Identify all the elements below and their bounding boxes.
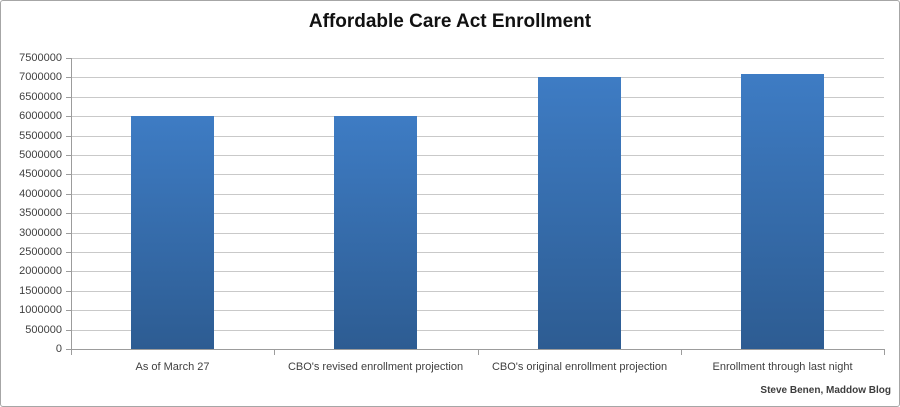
y-axis-label: 7000000 xyxy=(19,71,62,83)
x-axis-label: As of March 27 xyxy=(135,361,210,373)
bar xyxy=(741,74,824,349)
x-axis-label: CBO's revised enrollment projection xyxy=(287,361,464,373)
y-axis-tick xyxy=(66,155,71,156)
y-axis-tick xyxy=(66,77,71,78)
x-axis-tick xyxy=(884,350,885,355)
bar xyxy=(131,116,214,349)
y-axis-label: 1500000 xyxy=(19,285,62,297)
gridline xyxy=(72,174,884,175)
y-axis-tick xyxy=(66,291,71,292)
y-axis-label: 500000 xyxy=(25,324,62,336)
y-axis-label: 2000000 xyxy=(19,265,62,277)
bar xyxy=(538,77,621,349)
gridline xyxy=(72,194,884,195)
y-axis-tick xyxy=(66,136,71,137)
bar xyxy=(334,116,417,349)
y-axis-label: 6000000 xyxy=(19,110,62,122)
gridline xyxy=(72,116,884,117)
x-axis-label: CBO's original enrollment projection xyxy=(491,361,668,373)
gridline xyxy=(72,58,884,59)
gridline xyxy=(72,136,884,137)
y-axis-label: 2500000 xyxy=(19,246,62,258)
y-axis-label: 4000000 xyxy=(19,188,62,200)
y-axis-tick xyxy=(66,213,71,214)
y-axis-tick xyxy=(66,233,71,234)
y-axis-tick xyxy=(66,252,71,253)
x-axis-tick xyxy=(71,350,72,355)
x-axis-label: Enrollment through last night xyxy=(712,361,853,373)
gridline xyxy=(72,77,884,78)
x-axis-tick xyxy=(478,350,479,355)
y-axis-tick xyxy=(66,97,71,98)
y-axis-label: 1000000 xyxy=(19,304,62,316)
y-axis-tick xyxy=(66,194,71,195)
credit-text: Steve Benen, Maddow Blog xyxy=(760,385,891,396)
y-axis-label: 5000000 xyxy=(19,149,62,161)
gridline xyxy=(72,330,884,331)
y-axis-tick xyxy=(66,116,71,117)
y-axis-label: 5500000 xyxy=(19,130,62,142)
chart-title: Affordable Care Act Enrollment xyxy=(308,11,592,32)
y-axis-tick xyxy=(66,349,71,350)
gridline xyxy=(72,252,884,253)
y-axis-label: 6500000 xyxy=(19,91,62,103)
y-axis-label: 4500000 xyxy=(19,168,62,180)
y-axis-tick xyxy=(66,174,71,175)
gridline xyxy=(72,310,884,311)
y-axis-tick xyxy=(66,310,71,311)
y-axis-tick xyxy=(66,271,71,272)
gridline xyxy=(72,213,884,214)
y-axis-label: 3000000 xyxy=(19,227,62,239)
y-axis-label: 0 xyxy=(55,343,62,355)
gridline xyxy=(72,271,884,272)
gridline xyxy=(72,233,884,234)
x-axis-tick xyxy=(681,350,682,355)
y-axis-label: 7500000 xyxy=(19,52,62,64)
gridline xyxy=(72,291,884,292)
y-axis-line xyxy=(71,58,72,350)
y-axis-tick xyxy=(66,58,71,59)
y-axis-tick xyxy=(66,330,71,331)
y-axis-label: 3500000 xyxy=(19,207,62,219)
x-axis-line xyxy=(71,349,885,350)
gridline xyxy=(72,155,884,156)
x-axis-tick xyxy=(274,350,275,355)
gridline xyxy=(72,97,884,98)
